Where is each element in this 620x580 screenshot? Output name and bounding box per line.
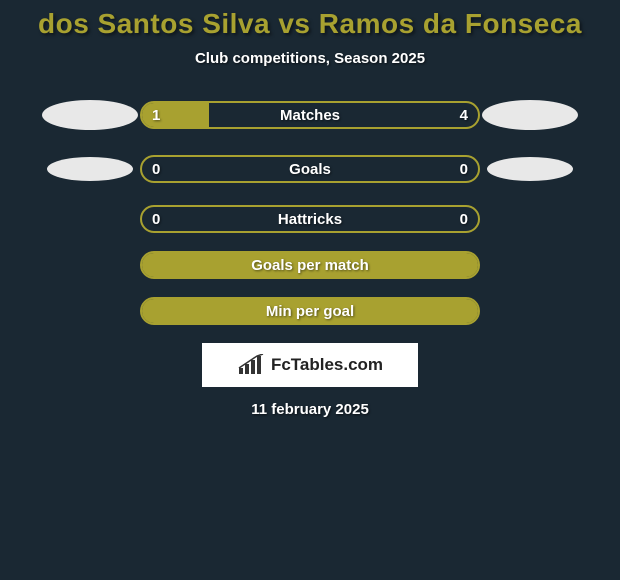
avatar-right-slot <box>480 151 580 187</box>
player-avatar-left <box>42 100 138 130</box>
stat-label: Goals per match <box>142 253 478 277</box>
stat-bar: Min per goal <box>140 297 480 325</box>
stat-row: Goals per match <box>0 251 620 279</box>
stat-row: 00Goals <box>0 151 620 187</box>
stat-row: 00Hattricks <box>0 205 620 233</box>
brand-box: FcTables.com <box>202 343 418 387</box>
avatar-left-slot <box>40 151 140 187</box>
stat-row: Min per goal <box>0 297 620 325</box>
avatar-left-slot <box>40 97 140 133</box>
stat-bar: Goals per match <box>140 251 480 279</box>
stat-label: Hattricks <box>142 207 478 231</box>
avatar-right-slot <box>480 97 580 133</box>
stat-bar: 14Matches <box>140 101 480 129</box>
page-subtitle: Club competitions, Season 2025 <box>0 50 620 67</box>
brand-text: FcTables.com <box>271 355 383 375</box>
stat-bar: 00Goals <box>140 155 480 183</box>
brand-chart-icon <box>237 354 265 376</box>
footer-date: 11 february 2025 <box>0 401 620 418</box>
player-avatar-left <box>47 157 133 181</box>
comparison-container: dos Santos Silva vs Ramos da Fonseca Clu… <box>0 0 620 418</box>
page-title: dos Santos Silva vs Ramos da Fonseca <box>0 8 620 40</box>
stat-label: Min per goal <box>142 299 478 323</box>
stat-bar: 00Hattricks <box>140 205 480 233</box>
stats-area: 14Matches 00Goals 00Hattricks Goals per mat… <box>0 97 620 325</box>
player-avatar-right <box>482 100 578 130</box>
player-avatar-right <box>487 157 573 181</box>
stat-label: Goals <box>142 157 478 181</box>
stat-row: 14Matches <box>0 97 620 133</box>
stat-label: Matches <box>142 103 478 127</box>
